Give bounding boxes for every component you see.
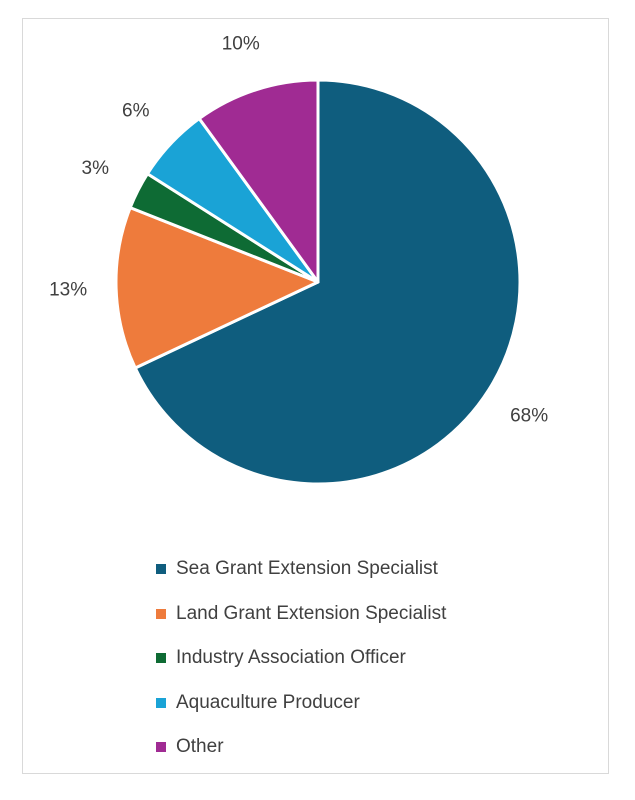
slice-data-label: 13% — [49, 279, 87, 300]
legend-label: Industry Association Officer — [176, 647, 406, 668]
slice-data-label: 68% — [510, 405, 548, 426]
legend-label: Other — [176, 736, 224, 757]
legend-swatch — [156, 608, 166, 619]
legend-swatch — [156, 564, 166, 574]
legend-swatch — [156, 742, 166, 752]
pie-slice — [114, 206, 320, 370]
legend-item: Land Grant Extension Specialist — [156, 601, 446, 646]
legend-label: Land Grant Extension Specialist — [176, 602, 447, 624]
legend-item: Sea Grant Extension Specialist — [156, 556, 446, 601]
slice-data-label: 10% — [222, 34, 260, 55]
slice-data-label: 3% — [82, 158, 110, 179]
slice-data-label: 6% — [122, 100, 150, 121]
pie-slice — [197, 78, 320, 284]
legend-item: Other — [156, 734, 446, 779]
chart-frame — [22, 18, 609, 774]
legend-item: Aquaculture Producer — [156, 690, 446, 735]
legend-swatch — [156, 697, 166, 708]
legend-swatch — [156, 653, 166, 663]
pie-slice — [133, 78, 522, 486]
chart-legend: Sea Grant Extension Specialist Land Grant… — [156, 556, 446, 779]
pie-chart: 68% 13% 3% 6% 10% — [49, 34, 548, 486]
legend-label: Sea Grant Extension Specialist — [176, 558, 438, 579]
legend-item: Industry Association Officer — [156, 645, 446, 690]
legend-label: Aquaculture Producer — [176, 691, 360, 713]
